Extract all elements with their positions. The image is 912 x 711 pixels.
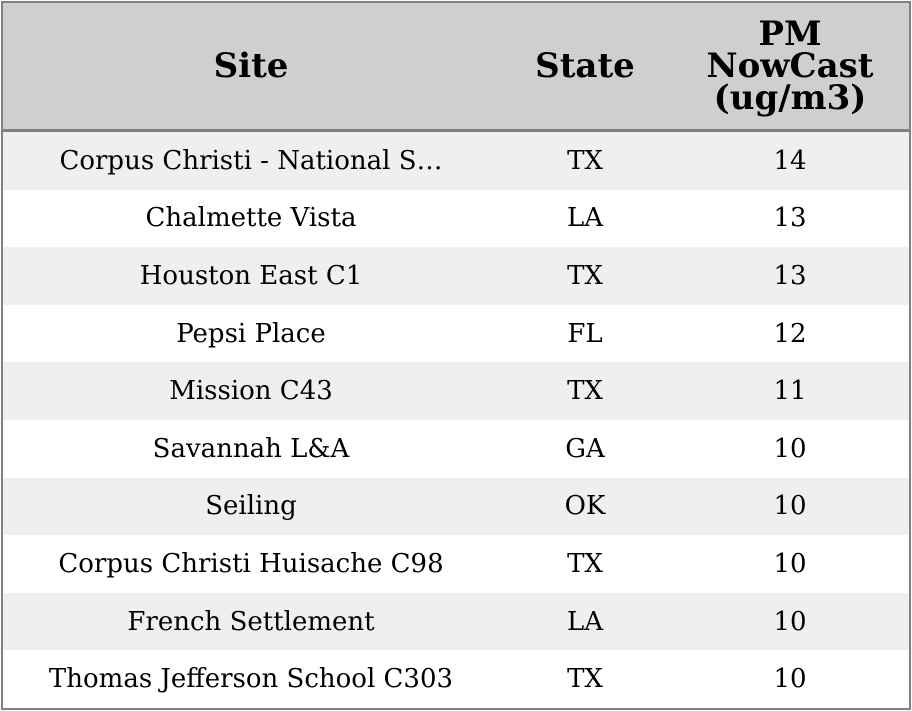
pm-value-cell: 10 [773, 606, 807, 637]
pm-value-cell: 11 [773, 376, 807, 407]
table-row: Savannah L&A GA 10 [3, 419, 909, 478]
table-row: French Settlement LA 10 [3, 592, 909, 651]
pm-value-cell: 10 [773, 433, 807, 464]
state-cell: TX [567, 145, 603, 176]
state-cell: OK [564, 491, 606, 522]
state-cell: GA [565, 433, 605, 464]
site-cell: Corpus Christi Huisache C98 [58, 548, 444, 579]
site-cell: Corpus Christi - National S… [59, 145, 443, 176]
pm-value-cell: 14 [773, 145, 807, 176]
header-site-label: Site [213, 46, 289, 86]
pm-value-cell: 13 [773, 260, 807, 291]
site-cell: Pepsi Place [176, 318, 326, 349]
state-cell: TX [567, 548, 603, 579]
site-cell: Seiling [205, 491, 297, 522]
pm-value-cell: 12 [773, 318, 807, 349]
state-cell: TX [567, 260, 603, 291]
header-pm-line-1: PM [758, 14, 822, 54]
site-cell: Thomas Jefferson School C303 [48, 664, 454, 695]
state-cell: LA [566, 606, 604, 637]
header-state: State [499, 3, 671, 129]
table-row: Corpus Christi - National S… TX 14 [3, 132, 909, 190]
header-pm-label: PM NowCast (ug/m3) [706, 14, 874, 118]
header-state-label: State [535, 46, 635, 86]
table-row: Thomas Jefferson School C303 TX 10 [3, 650, 909, 708]
state-cell: LA [566, 203, 604, 234]
site-cell: Mission C43 [169, 376, 333, 407]
table-body: Corpus Christi - National S… TX 14 Chalmett… [3, 132, 909, 708]
pm-value-cell: 10 [773, 664, 807, 695]
table-row: Seiling OK 10 [3, 477, 909, 536]
header-pm-line-3: (ug/m3) [713, 78, 867, 118]
header-site: Site [3, 3, 499, 129]
pm-value-cell: 10 [773, 548, 807, 579]
header-pm-nowcast: PM NowCast (ug/m3) [671, 3, 909, 129]
table-row: Pepsi Place FL 12 [3, 304, 909, 363]
state-cell: FL [567, 318, 603, 349]
pm-value-cell: 10 [773, 491, 807, 522]
state-cell: TX [567, 376, 603, 407]
table-header: Site State PM NowCast (ug/m3) [3, 3, 909, 132]
site-cell: Houston East C1 [139, 260, 363, 291]
table-row: Corpus Christi Huisache C98 TX 10 [3, 535, 909, 593]
table-row: Chalmette Vista LA 13 [3, 189, 909, 248]
site-cell: Chalmette Vista [145, 203, 357, 234]
table-row: Mission C43 TX 11 [3, 362, 909, 420]
header-pm-line-2: NowCast [706, 46, 874, 86]
table-row: Houston East C1 TX 13 [3, 247, 909, 305]
pm-value-cell: 13 [773, 203, 807, 234]
state-cell: TX [567, 664, 603, 695]
site-cell: French Settlement [127, 606, 375, 637]
site-cell: Savannah L&A [152, 433, 350, 464]
